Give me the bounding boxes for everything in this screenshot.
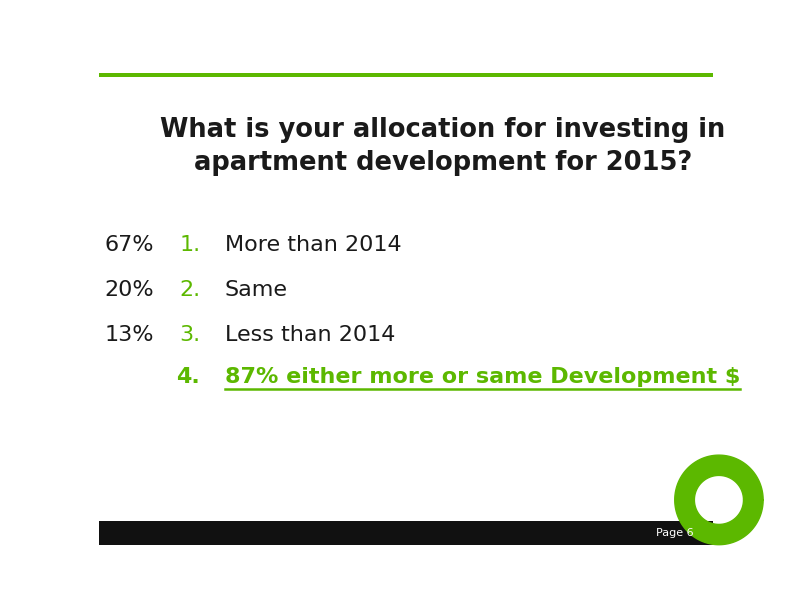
Text: Page 6: Page 6 bbox=[656, 528, 693, 538]
Text: What is your allocation for investing in
apartment development for 2015?: What is your allocation for investing in… bbox=[160, 117, 725, 176]
Text: Same: Same bbox=[225, 280, 287, 300]
Text: 67%: 67% bbox=[105, 236, 154, 255]
Text: 4.: 4. bbox=[177, 367, 200, 387]
Text: 1.: 1. bbox=[179, 236, 200, 255]
Text: 13%: 13% bbox=[105, 325, 154, 345]
Text: 3.: 3. bbox=[179, 325, 200, 345]
Text: More than 2014: More than 2014 bbox=[225, 236, 402, 255]
Text: 20%: 20% bbox=[105, 280, 154, 300]
Text: Less than 2014: Less than 2014 bbox=[225, 325, 395, 345]
FancyBboxPatch shape bbox=[99, 73, 713, 77]
Text: 87% either more or same Development $: 87% either more or same Development $ bbox=[225, 367, 741, 387]
Polygon shape bbox=[675, 455, 763, 545]
Text: 2.: 2. bbox=[179, 280, 200, 300]
FancyBboxPatch shape bbox=[99, 521, 713, 545]
